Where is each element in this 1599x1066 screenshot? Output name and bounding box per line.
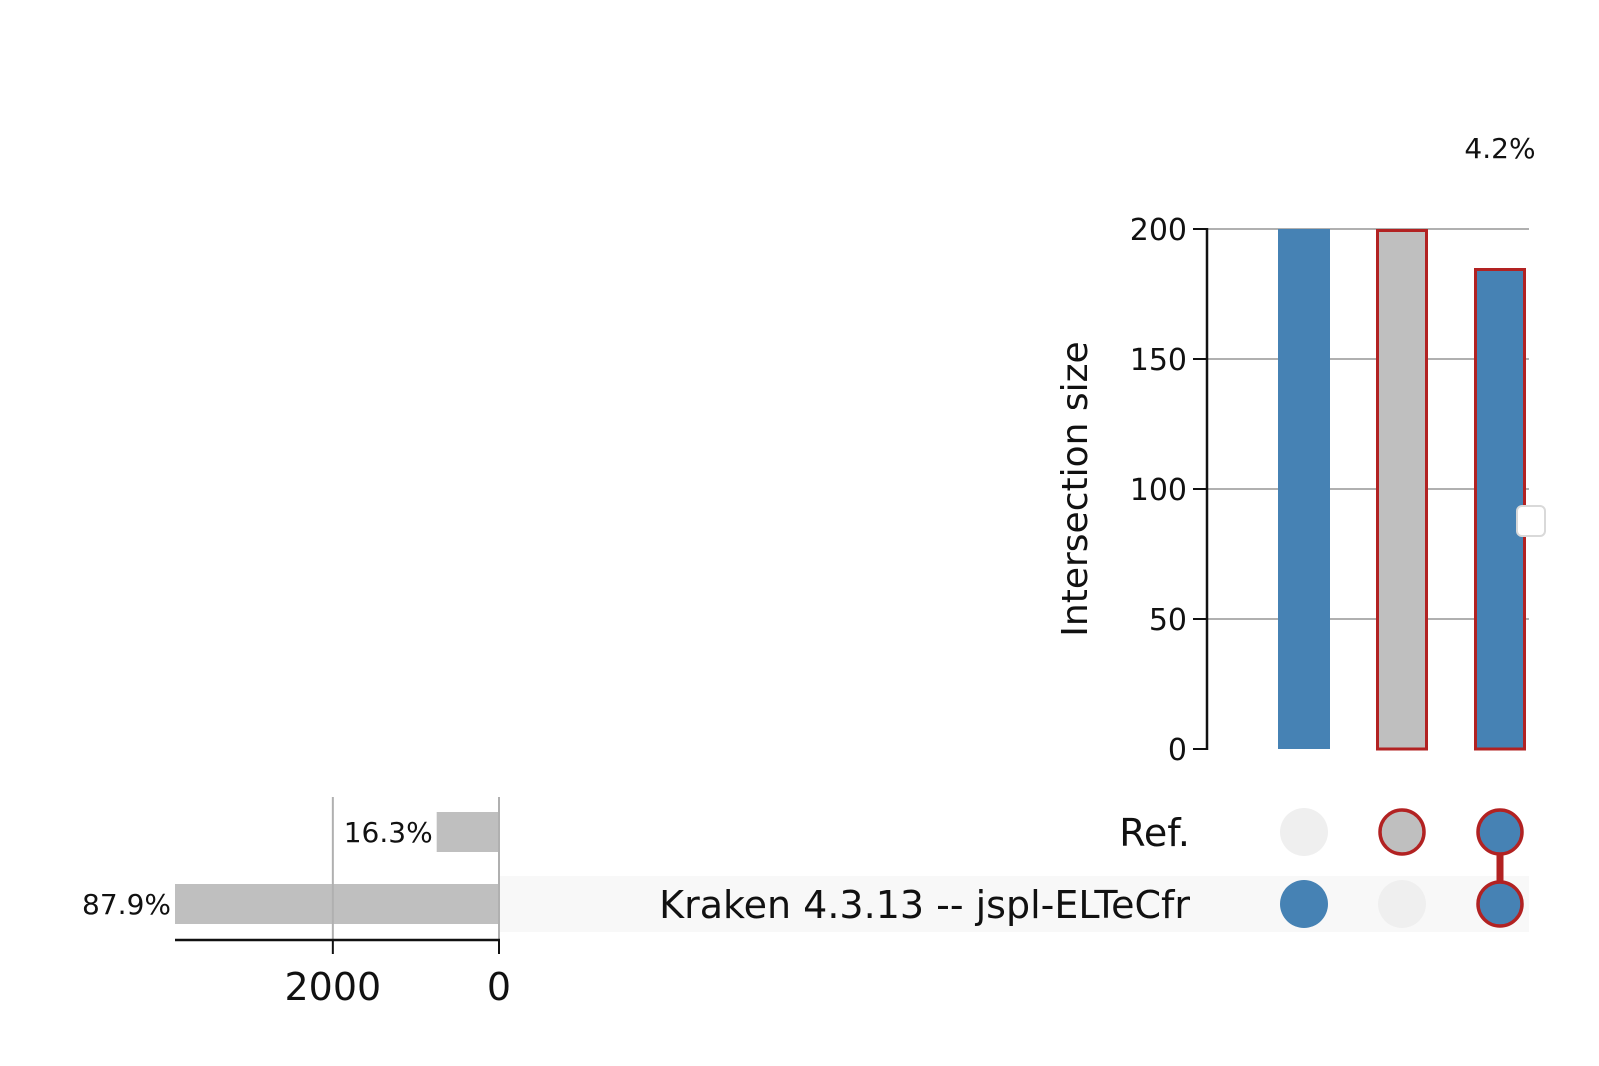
set-size-x-axis: 2000 0 (175, 797, 511, 1009)
y-tick-label: 50 (1149, 603, 1187, 638)
matrix-dot-active (1476, 880, 1524, 928)
matrix-dot-active (1378, 808, 1426, 856)
intersection-pct-labels: 4.2% (1464, 132, 1535, 165)
matrix-dot-active (1280, 880, 1328, 928)
intersection-bar (1376, 229, 1428, 751)
y-tick-label: 200 (1130, 213, 1187, 248)
set-size-bars: 16.3% 87.9% (82, 812, 499, 924)
intersection-bars (1278, 229, 1526, 751)
legend-handle-box (1516, 505, 1546, 537)
set-name-labels: Ref. Kraken 4.3.13 -- jspl-ELTeCfr (659, 811, 1190, 927)
intersection-y-axis: 0 50 100 150 200 (1130, 213, 1209, 768)
set-size-bar (175, 884, 499, 924)
membership-matrix (1280, 808, 1524, 928)
set-x-tick-label: 2000 (284, 965, 381, 1009)
set-size-pct-label: 16.3% (344, 816, 433, 849)
set-name-label: Ref. (1119, 811, 1190, 855)
set-x-tick-label: 0 (487, 965, 511, 1009)
matrix-dot-inactive (1378, 880, 1426, 928)
set-size-pct-label: 87.9% (82, 888, 171, 921)
intersection-bar (1278, 229, 1330, 749)
matrix-dot-inactive (1280, 808, 1328, 856)
y-tick-label: 0 (1168, 733, 1187, 768)
intersection-y-axis-label: Intersection size (1055, 341, 1096, 636)
matrix-row-shade (500, 876, 1529, 932)
matrix-dot-active (1476, 808, 1524, 856)
intersection-pct-label: 4.2% (1464, 132, 1535, 165)
y-tick-label: 150 (1130, 343, 1187, 378)
set-name-label: Kraken 4.3.13 -- jspl-ELTeCfr (659, 883, 1190, 927)
set-size-bar (436, 812, 499, 852)
matrix-row-shading (500, 876, 1529, 932)
y-tick-label: 100 (1130, 473, 1187, 508)
